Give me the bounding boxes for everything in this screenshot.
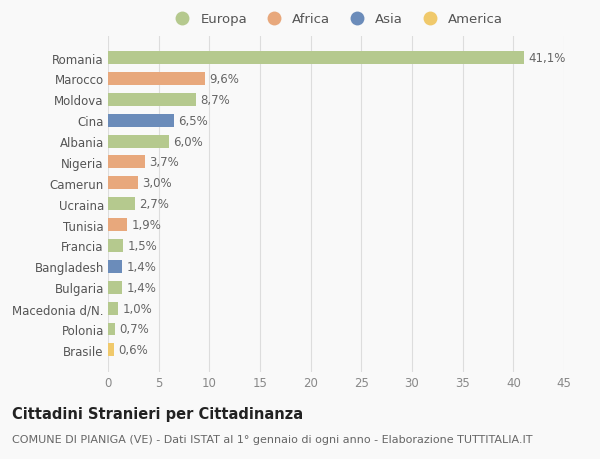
Bar: [108, 177, 139, 190]
Bar: [108, 260, 122, 273]
Bar: [108, 135, 169, 148]
Text: 41,1%: 41,1%: [529, 52, 566, 65]
Bar: [108, 114, 174, 128]
Bar: [108, 94, 196, 106]
Bar: [108, 281, 122, 294]
Text: 3,7%: 3,7%: [149, 156, 179, 169]
Legend: Europa, Africa, Asia, America: Europa, Africa, Asia, America: [169, 13, 503, 27]
Bar: [108, 240, 123, 252]
Text: 2,7%: 2,7%: [139, 198, 169, 211]
Bar: [108, 73, 205, 86]
Bar: [108, 52, 524, 65]
Bar: [108, 323, 115, 336]
Text: 6,0%: 6,0%: [173, 135, 203, 148]
Text: 9,6%: 9,6%: [209, 73, 239, 86]
Bar: [108, 302, 118, 315]
Text: 0,7%: 0,7%: [119, 323, 149, 336]
Text: 6,5%: 6,5%: [178, 114, 208, 128]
Text: 1,9%: 1,9%: [131, 218, 161, 232]
Text: 1,4%: 1,4%: [126, 260, 156, 273]
Text: 1,5%: 1,5%: [127, 240, 157, 252]
Text: 3,0%: 3,0%: [142, 177, 172, 190]
Text: COMUNE DI PIANIGA (VE) - Dati ISTAT al 1° gennaio di ogni anno - Elaborazione TU: COMUNE DI PIANIGA (VE) - Dati ISTAT al 1…: [12, 434, 533, 444]
Text: 1,4%: 1,4%: [126, 281, 156, 294]
Text: Cittadini Stranieri per Cittadinanza: Cittadini Stranieri per Cittadinanza: [12, 406, 303, 421]
Bar: [108, 344, 114, 357]
Bar: [108, 198, 136, 211]
Text: 8,7%: 8,7%: [200, 94, 230, 106]
Bar: [108, 218, 127, 231]
Text: 1,0%: 1,0%: [122, 302, 152, 315]
Text: 0,6%: 0,6%: [118, 344, 148, 357]
Bar: [108, 156, 145, 169]
